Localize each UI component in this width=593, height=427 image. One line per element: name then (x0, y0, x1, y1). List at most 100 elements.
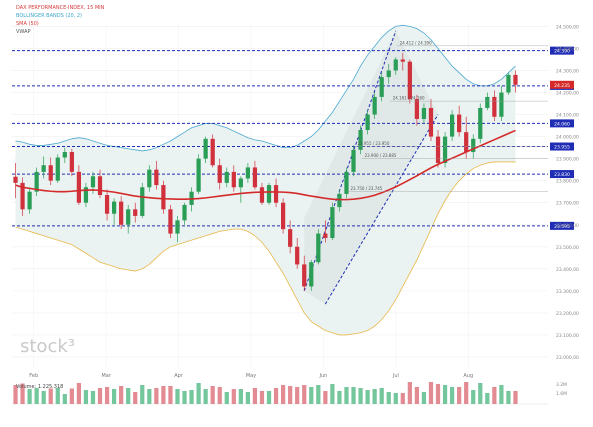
level-tag-label: 23.830 (554, 172, 570, 178)
sma-line (15, 129, 516, 201)
candle-body (147, 169, 152, 188)
y-tick-label: 24.000,00 (556, 135, 579, 141)
volume-bar (203, 389, 208, 404)
candle-body (323, 233, 328, 238)
candle-body (449, 114, 455, 137)
volume-bar (252, 388, 258, 404)
legend-entry: DAX PERFORMANCE-INDEX, 15 MIN (16, 5, 105, 11)
volume-bar (97, 388, 103, 404)
candle-body (20, 182, 25, 210)
candle-body (372, 96, 377, 115)
candle-body (421, 107, 427, 119)
volume-bar (414, 387, 420, 404)
candle-body (302, 264, 307, 287)
channel-fill (304, 30, 439, 305)
y-tick-label: 24.400,00 (556, 46, 579, 52)
candle-body (288, 229, 293, 247)
volume-bar (175, 389, 180, 404)
volume-bar (259, 391, 265, 404)
volume-tick-label: 1.6M (556, 391, 567, 397)
level-tag (550, 170, 574, 179)
candle-body (273, 185, 279, 203)
volume-bar (140, 385, 145, 404)
candle-body (224, 171, 229, 183)
volume-bar (499, 385, 504, 404)
candle-body (358, 129, 363, 150)
candle-body (414, 99, 420, 119)
candle-body (379, 77, 384, 97)
candle-body (62, 152, 67, 158)
volume-bar (372, 389, 377, 404)
volume-bar (344, 387, 349, 404)
x-tick-label: May (246, 373, 256, 379)
candle-body (252, 167, 258, 188)
candle-body (111, 201, 117, 214)
candle-body (97, 176, 103, 195)
bollinger-fill (15, 25, 516, 335)
candle-body (351, 149, 356, 172)
candle-body (168, 209, 173, 234)
volume-bar (351, 387, 356, 404)
volume-bar (449, 387, 455, 404)
volume-bar (457, 387, 462, 404)
candle-body (119, 201, 124, 225)
volume-bar (154, 388, 159, 404)
volume-bar (126, 388, 131, 404)
annotation-label: 24.412 / 24.390 (400, 40, 432, 45)
last-price-tag (550, 80, 574, 89)
y-tick-label: 24.500,00 (556, 24, 579, 30)
volume-bar (337, 391, 342, 404)
candle-body (457, 114, 462, 133)
candle-body (161, 185, 166, 210)
volume-bar (302, 385, 307, 404)
candle-body (280, 202, 286, 230)
bollinger-lower-line (15, 161, 516, 336)
volume-bar (76, 383, 82, 404)
legend-entry: BOLLINGER BANDS (20, 2) (16, 13, 82, 19)
volume-bar (393, 393, 398, 404)
volume-bar (421, 392, 427, 404)
candle-body (182, 204, 187, 221)
annotation-label: 24.161 / 24.160 (393, 96, 425, 101)
volume-bar (48, 388, 53, 404)
level-tag (550, 119, 574, 128)
volume-bar (478, 383, 483, 404)
level-tag (550, 46, 574, 55)
volume-bar (358, 388, 363, 404)
volume-bar (111, 389, 117, 404)
volume-bar (147, 389, 152, 404)
candle-body (344, 171, 349, 194)
volume-tick-label: 3.2M (556, 382, 567, 388)
x-tick-label: Jun (319, 373, 328, 379)
volume-bar (492, 387, 497, 404)
candle-body (295, 246, 300, 265)
volume-bar (189, 390, 194, 404)
candle-body (217, 165, 222, 183)
y-tick-label: 23.900,00 (556, 157, 579, 163)
candle-body (48, 165, 53, 181)
volume-bar (224, 392, 229, 404)
volume-bar (266, 391, 272, 404)
volume-bar (41, 391, 46, 404)
x-tick-label: Jul (392, 373, 399, 379)
candle-body (175, 220, 180, 234)
y-tick-label: 23.400,00 (556, 267, 579, 273)
candle-body (55, 157, 60, 181)
watermark: stock³ (20, 336, 75, 357)
volume-bar (55, 388, 60, 404)
candle-body (196, 158, 201, 192)
volume-bar (161, 386, 166, 404)
level-tag-label: 24.390 (554, 49, 570, 55)
volume-bar (20, 383, 25, 404)
bollinger-upper-line (15, 24, 516, 152)
candle-body (126, 209, 131, 225)
candle-body (41, 165, 46, 172)
candle-body (316, 233, 321, 263)
volume-bar (273, 388, 279, 404)
bollinger-bands (15, 24, 516, 336)
volume-bar (119, 386, 124, 404)
candle-body (499, 92, 504, 117)
candle-body (27, 191, 32, 210)
candle-body (407, 61, 412, 100)
volume-bar (238, 389, 243, 404)
